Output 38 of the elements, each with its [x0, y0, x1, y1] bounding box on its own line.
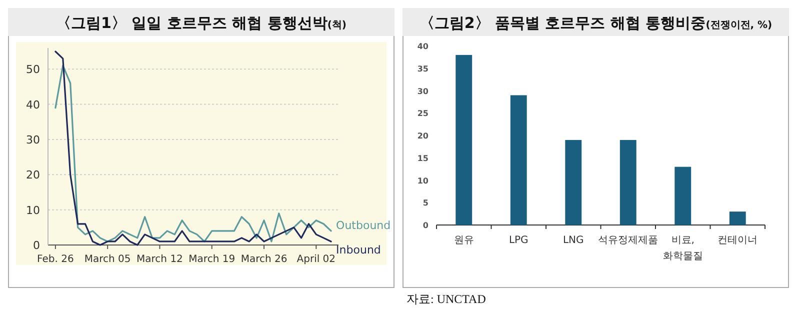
y-tick-label: 25 [417, 109, 429, 118]
x-tick-label: March 19 [188, 254, 236, 265]
x-tick-label: LPG [508, 235, 528, 246]
y-tick-label: 40 [417, 42, 429, 51]
y-tick-label: 20 [26, 168, 40, 182]
x-tick-label: 원유 [454, 235, 474, 246]
x-tick-label: Feb. 26 [37, 254, 74, 265]
y-tick-label: 20 [417, 132, 429, 140]
x-tick-label: 컨테이너 [718, 235, 758, 246]
x-tick-label: 석유정제제품 [598, 235, 658, 246]
x-tick-label: 비료, 화학물질 [662, 235, 703, 262]
series-label: Inbound [336, 243, 381, 256]
y-tick-label: 0 [33, 239, 40, 252]
text: 자료: UNCTAD [406, 292, 486, 306]
bar [674, 166, 692, 225]
bar [456, 54, 472, 225]
y-tick-label: 10 [417, 176, 429, 186]
y-tick-label: 30 [26, 133, 40, 146]
y-tick-label: 50 [26, 63, 40, 76]
x-tick-label: April 02 [296, 254, 336, 265]
chart-title: 〈그림1〉 일일 호르무즈 해협 통행선박(척) [56, 14, 346, 32]
bar [565, 140, 582, 225]
y-tick-label: 35 [417, 64, 429, 74]
bar [510, 95, 527, 225]
y-tick-label: 15 [417, 154, 429, 163]
x-tick-label: March 12 [136, 254, 183, 265]
y-tick-label: 10 [26, 204, 40, 217]
chart-title: 〈그림2〉 품목별 호르무즈 해협 통행비중(전쟁이전, %) [419, 14, 772, 32]
y-tick-label: 5 [422, 198, 429, 208]
y-tick-label: 40 [26, 98, 40, 112]
series-label: Outbound [336, 218, 391, 232]
bar [620, 140, 636, 225]
y-tick-label: 0 [422, 221, 429, 230]
bar [729, 212, 746, 225]
x-tick-label: LNG [562, 235, 584, 246]
x-tick-label: March 05 [84, 254, 131, 265]
y-tick-label: 30 [417, 86, 429, 96]
x-tick-label: March 26 [240, 254, 288, 265]
